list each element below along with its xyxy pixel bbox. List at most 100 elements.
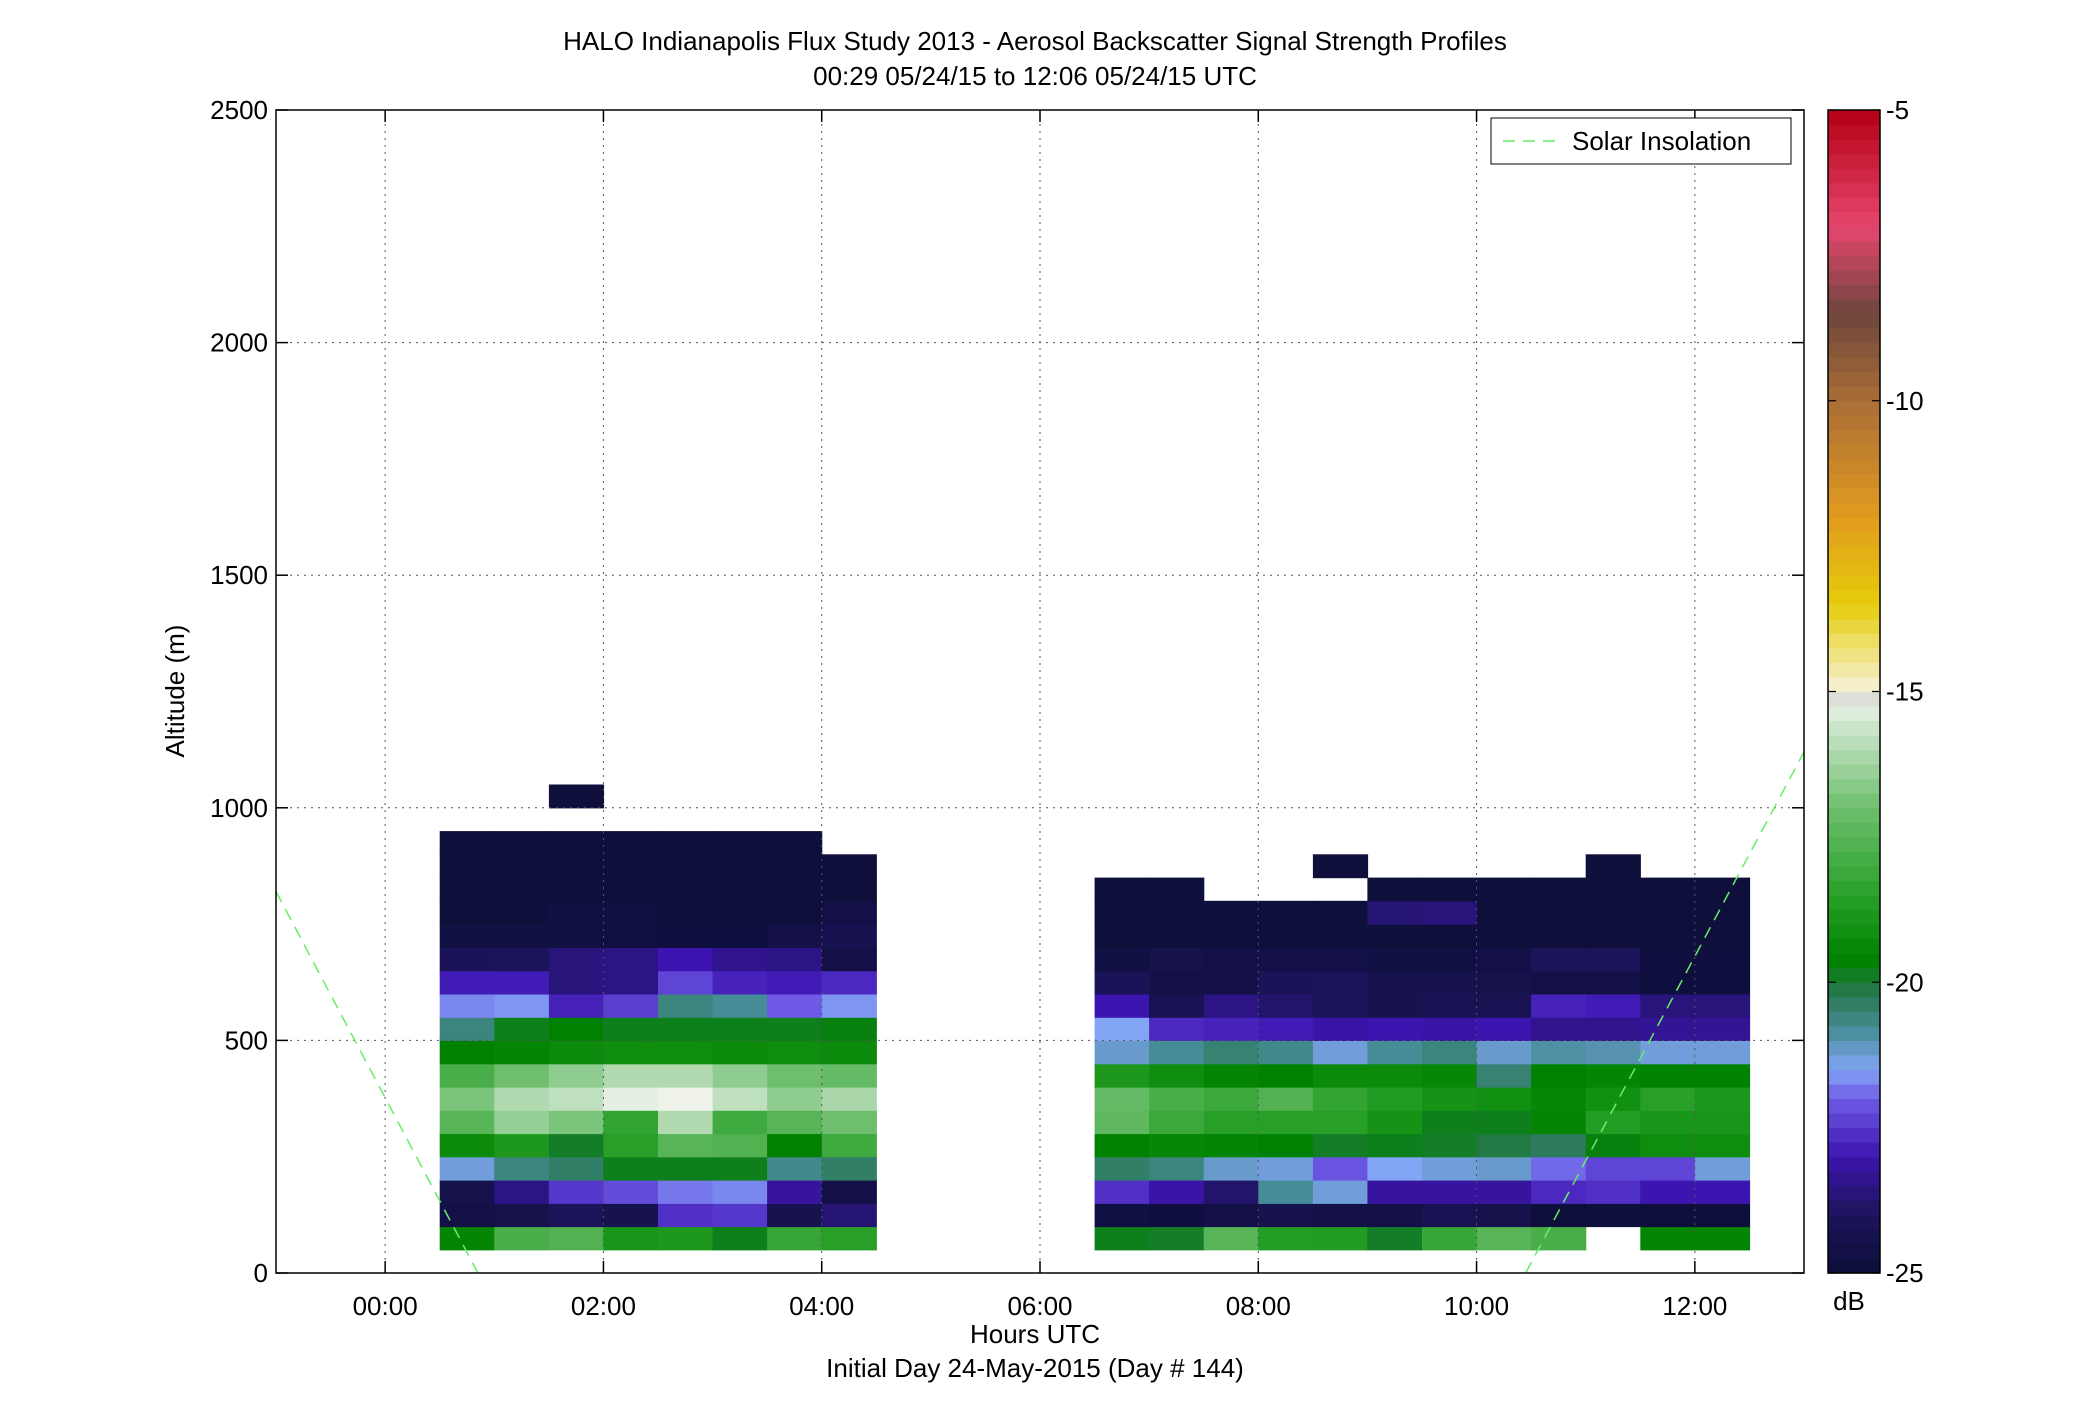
heatmap-cell bbox=[548, 970, 605, 995]
colorbar-tick-label: -5 bbox=[1886, 95, 1909, 125]
heatmap-cell bbox=[658, 947, 714, 972]
colorbar-segment bbox=[1828, 691, 1880, 707]
heatmap-cell bbox=[603, 1180, 659, 1204]
heatmap-cell bbox=[1312, 1017, 1369, 1041]
heatmap-cell bbox=[1694, 1203, 1751, 1228]
heatmap-cell bbox=[1367, 877, 1423, 902]
heatmap-cell bbox=[1312, 993, 1369, 1018]
colorbar-segment bbox=[1828, 211, 1880, 227]
heatmap-cell bbox=[1367, 970, 1423, 995]
heatmap-cell bbox=[548, 1180, 605, 1204]
heatmap-cell bbox=[1367, 1226, 1423, 1251]
colorbar-segment bbox=[1828, 255, 1880, 271]
heatmap-cell bbox=[494, 924, 550, 948]
heatmap-cell bbox=[1694, 1156, 1751, 1181]
heatmap-cell bbox=[767, 970, 823, 995]
colorbar-segment bbox=[1828, 502, 1880, 518]
heatmap-cell bbox=[1258, 1180, 1314, 1204]
heatmap-cell bbox=[548, 1226, 605, 1251]
colorbar-segment bbox=[1828, 400, 1880, 416]
heatmap-cell bbox=[439, 1156, 495, 1181]
heatmap-cell bbox=[494, 1110, 550, 1135]
heatmap-cell bbox=[712, 877, 768, 902]
heatmap-cell bbox=[1422, 1203, 1478, 1228]
heatmap-cell bbox=[1149, 1156, 1205, 1181]
heatmap-cell bbox=[658, 1017, 714, 1041]
heatmap-cell bbox=[821, 1203, 877, 1228]
heatmap-cell bbox=[767, 831, 823, 855]
colorbar-segment bbox=[1828, 996, 1880, 1012]
heatmap-cell bbox=[1422, 1110, 1478, 1135]
heatmap-cell bbox=[1531, 1017, 1587, 1041]
heatmap-cell bbox=[548, 1086, 605, 1111]
heatmap-cell bbox=[1094, 1063, 1150, 1088]
heatmap-cell bbox=[548, 1063, 605, 1088]
heatmap-cell bbox=[1094, 924, 1150, 948]
heatmap-cell bbox=[494, 1063, 550, 1088]
colorbar-segment bbox=[1828, 313, 1880, 329]
legend-box bbox=[1490, 117, 1792, 165]
heatmap-cell bbox=[1694, 1063, 1751, 1088]
heatmap-cell bbox=[1149, 1040, 1205, 1065]
heatmap-cell bbox=[548, 1133, 605, 1158]
heatmap-cell bbox=[1312, 947, 1369, 972]
colorbar-segment bbox=[1828, 778, 1880, 794]
heatmap-cell bbox=[1640, 1017, 1696, 1041]
heatmap-cell bbox=[1367, 1110, 1423, 1135]
heatmap-cell bbox=[1476, 1040, 1532, 1065]
colorbar-ticks: -5 -10 -15 -20 -25 bbox=[1828, 95, 1924, 1288]
heatmap-cell bbox=[1694, 970, 1751, 995]
heatmap-cell bbox=[1531, 1203, 1587, 1228]
heatmap-cell bbox=[1149, 1063, 1205, 1088]
heatmap-cell bbox=[658, 1040, 714, 1065]
heatmap-cell bbox=[1149, 1086, 1205, 1111]
heatmap-cell bbox=[1585, 1203, 1641, 1228]
heatmap-cell bbox=[1149, 947, 1205, 972]
heatmap-cell bbox=[1422, 877, 1478, 902]
colorbar-segment bbox=[1828, 1243, 1880, 1259]
heatmap-cell bbox=[1585, 1017, 1641, 1041]
heatmap-cell bbox=[1312, 1203, 1369, 1228]
heatmap-cell bbox=[1203, 1180, 1259, 1204]
heatmap-cell bbox=[1367, 1180, 1423, 1204]
heatmap-cell bbox=[1585, 924, 1641, 948]
heatmap-cell bbox=[1203, 970, 1259, 995]
heatmap-cell bbox=[1312, 1063, 1369, 1088]
colorbar-tick-label: -15 bbox=[1886, 677, 1924, 707]
heatmap-cell bbox=[1422, 1063, 1478, 1088]
heatmap-cell bbox=[1640, 1063, 1696, 1088]
colorbar-segment bbox=[1828, 589, 1880, 605]
heatmap-cell bbox=[603, 970, 659, 995]
heatmap-cell bbox=[1149, 924, 1205, 948]
heatmap-cell bbox=[821, 1063, 877, 1088]
heatmap-cell bbox=[439, 1110, 495, 1135]
heatmap-cell bbox=[1531, 1086, 1587, 1111]
chart-subtitle: 00:29 05/24/15 to 12:06 05/24/15 UTC bbox=[813, 61, 1257, 91]
heatmap-cell bbox=[1149, 993, 1205, 1018]
heatmap-cell bbox=[1694, 1133, 1751, 1158]
y-axis-ticks: 0 500 1000 1500 2000 2500 bbox=[210, 95, 1804, 1288]
y-axis-label: Altitude (m) bbox=[160, 625, 190, 758]
colorbar-segment bbox=[1828, 124, 1880, 140]
heatmap-cell bbox=[1203, 1063, 1259, 1088]
heatmap-cell bbox=[439, 1180, 495, 1204]
colorbar-segment bbox=[1828, 924, 1880, 940]
heatmap-cell bbox=[1422, 993, 1478, 1018]
heatmap-cell bbox=[1476, 1133, 1532, 1158]
heatmap-cell bbox=[767, 947, 823, 972]
heatmap-cell bbox=[1203, 1156, 1259, 1181]
heatmap-cell bbox=[494, 1040, 550, 1065]
colorbar-tick-label: -20 bbox=[1886, 967, 1924, 997]
heatmap-cell bbox=[712, 1203, 768, 1228]
heatmap-cell bbox=[494, 877, 550, 902]
heatmap-cell bbox=[1094, 1086, 1150, 1111]
heatmap-cell bbox=[1694, 924, 1751, 948]
heatmap-cell bbox=[1640, 1086, 1696, 1111]
heatmap-cell bbox=[1367, 1063, 1423, 1088]
colorbar-segment bbox=[1828, 851, 1880, 867]
heatmap-cell bbox=[603, 1040, 659, 1065]
heatmap-cell bbox=[821, 970, 877, 995]
heatmap-cell bbox=[494, 1180, 550, 1204]
solar-insolation-segment bbox=[275, 891, 479, 1274]
heatmap-cell bbox=[767, 1156, 823, 1181]
